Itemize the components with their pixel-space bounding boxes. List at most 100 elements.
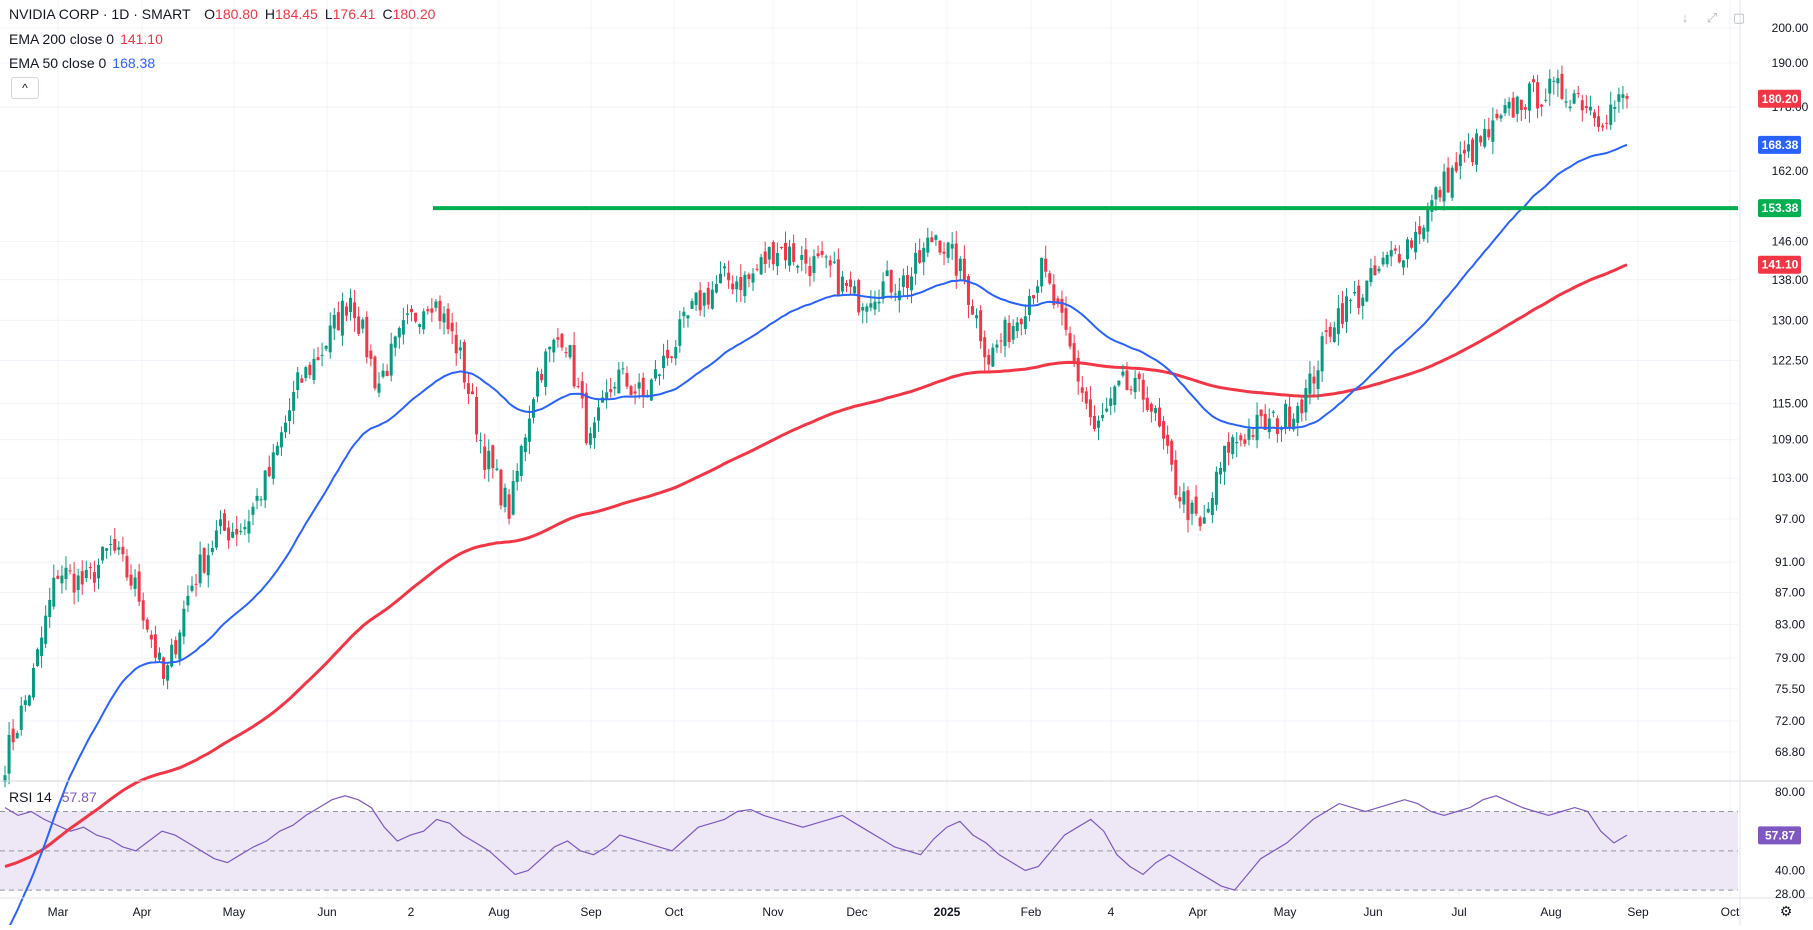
candle[interactable] <box>466 372 470 405</box>
candle[interactable] <box>702 292 706 318</box>
candle[interactable] <box>1527 81 1531 123</box>
candle[interactable] <box>1174 450 1178 499</box>
candle[interactable] <box>389 332 393 382</box>
candle[interactable] <box>844 280 848 293</box>
candle[interactable] <box>470 383 474 395</box>
candle[interactable] <box>1369 258 1373 287</box>
candle[interactable] <box>1377 265 1381 274</box>
candle[interactable] <box>1243 433 1247 447</box>
candle[interactable] <box>239 523 243 536</box>
candle[interactable] <box>995 339 999 353</box>
candle[interactable] <box>324 344 328 352</box>
candle[interactable] <box>1247 418 1251 446</box>
candle[interactable] <box>962 245 966 285</box>
candle[interactable] <box>1076 350 1080 395</box>
candle[interactable] <box>194 573 198 597</box>
candle[interactable] <box>1015 317 1019 338</box>
ema50-line[interactable] <box>5 143 1628 930</box>
candle[interactable] <box>162 656 166 686</box>
candle[interactable] <box>393 335 397 357</box>
candle[interactable] <box>1092 405 1096 432</box>
candle[interactable] <box>1182 482 1186 513</box>
candle[interactable] <box>1218 461 1222 485</box>
candle[interactable] <box>771 240 775 271</box>
candle[interactable] <box>1479 135 1483 147</box>
candle[interactable] <box>479 432 483 454</box>
candle[interactable] <box>190 576 194 593</box>
candle[interactable] <box>1072 334 1076 368</box>
candle[interactable] <box>64 556 68 591</box>
candle[interactable] <box>1548 69 1552 106</box>
candle[interactable] <box>1223 445 1227 485</box>
candle[interactable] <box>840 271 844 294</box>
candle[interactable] <box>731 275 735 295</box>
candle[interactable] <box>271 444 275 485</box>
candle[interactable] <box>1031 295 1035 305</box>
candle[interactable] <box>918 238 922 265</box>
candle[interactable] <box>1312 365 1316 397</box>
candle[interactable] <box>267 455 271 478</box>
candle[interactable] <box>629 384 633 396</box>
candle[interactable] <box>385 364 389 377</box>
candle[interactable] <box>1284 399 1288 435</box>
candle[interactable] <box>206 543 210 588</box>
candle[interactable] <box>710 281 714 310</box>
candle[interactable] <box>649 378 653 401</box>
candle[interactable] <box>1491 107 1495 155</box>
candle[interactable] <box>487 439 491 482</box>
candle[interactable] <box>718 261 722 284</box>
candle[interactable] <box>1609 91 1613 130</box>
candle[interactable] <box>609 377 613 398</box>
candle[interactable] <box>690 298 694 310</box>
candle[interactable] <box>1186 486 1190 533</box>
candle[interactable] <box>178 629 182 666</box>
candle[interactable] <box>1198 515 1202 531</box>
candle[interactable] <box>706 281 710 310</box>
candle[interactable] <box>767 246 771 268</box>
candle[interactable] <box>125 549 129 581</box>
candle[interactable] <box>1214 466 1218 511</box>
candle[interactable] <box>1227 432 1231 466</box>
candle[interactable] <box>869 290 873 312</box>
candle[interactable] <box>601 390 605 403</box>
candle[interactable] <box>340 292 344 346</box>
candle[interactable] <box>670 355 674 363</box>
candle[interactable] <box>1292 413 1296 432</box>
maximize-button[interactable]: ⤢ <box>1701 8 1723 28</box>
candle[interactable] <box>1349 298 1353 314</box>
candle[interactable] <box>353 289 357 332</box>
candle[interactable] <box>296 366 300 399</box>
candle[interactable] <box>27 694 31 707</box>
candle[interactable] <box>36 647 40 667</box>
candle[interactable] <box>735 275 739 303</box>
candle[interactable] <box>1036 280 1040 303</box>
candle[interactable] <box>1019 317 1023 336</box>
candle[interactable] <box>1080 376 1084 402</box>
candle[interactable] <box>304 365 308 382</box>
candle[interactable] <box>1210 492 1214 524</box>
candle[interactable] <box>548 346 552 363</box>
candle[interactable] <box>1190 499 1194 526</box>
candle[interactable] <box>369 344 373 367</box>
candle[interactable] <box>1422 224 1426 242</box>
candle[interactable] <box>198 541 202 588</box>
candle[interactable] <box>657 373 661 386</box>
candle[interactable] <box>1271 409 1275 418</box>
candle[interactable] <box>1040 257 1044 293</box>
candle[interactable] <box>1231 434 1235 460</box>
candle[interactable] <box>381 363 385 379</box>
candle[interactable] <box>515 463 519 491</box>
candle[interactable] <box>694 292 698 311</box>
candle[interactable] <box>1361 294 1365 320</box>
candle[interactable] <box>300 374 304 384</box>
candle[interactable] <box>1584 95 1588 114</box>
candle[interactable] <box>1121 364 1125 378</box>
candle[interactable] <box>1097 415 1101 441</box>
candle[interactable] <box>259 496 263 507</box>
candle[interactable] <box>44 605 48 649</box>
candle[interactable] <box>129 564 133 590</box>
candle[interactable] <box>1088 386 1092 426</box>
candle[interactable] <box>332 307 336 340</box>
candle[interactable] <box>316 346 320 361</box>
candle[interactable] <box>483 433 487 480</box>
